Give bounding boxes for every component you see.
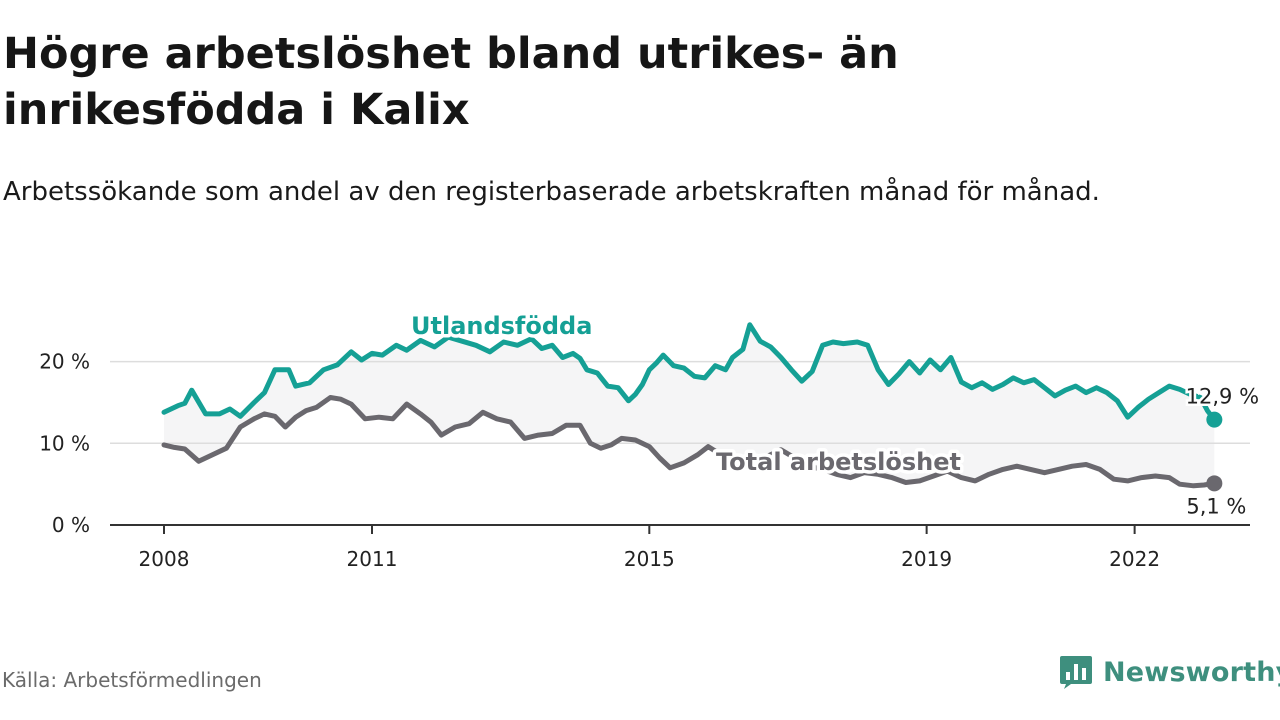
chart-title: Högre arbetslöshet bland utrikes- än inr… xyxy=(3,29,899,135)
series-line-total xyxy=(161,395,1217,489)
end-marker-total xyxy=(1206,475,1223,492)
series-label-utlandsfodda: Utlandsfödda xyxy=(411,312,592,340)
y-tick-label: 10 % xyxy=(39,431,90,455)
line-chart: 0 % 10 % 20 % 2008 2011 2015 2019 2022 Utlands… xyxy=(39,309,1262,572)
end-value-label-total: 5,1 % xyxy=(1186,494,1246,518)
series-line-foreign xyxy=(161,322,1217,423)
x-tick-label: 2019 xyxy=(901,547,952,571)
brand-name: Newsworthy xyxy=(1103,656,1280,688)
end-marker-foreign xyxy=(1206,411,1223,428)
series-label-total: Total arbetslöshet xyxy=(716,448,961,476)
series-lines xyxy=(161,322,1223,492)
x-tick-label: 2011 xyxy=(347,547,398,571)
series-labels: Utlandsfödda Total arbetslöshet 12,9 % 5,1 … xyxy=(408,309,1262,521)
newsworthy-logo-icon xyxy=(1060,656,1092,689)
brand-logo: Newsworthy xyxy=(1059,652,1280,692)
end-value-label-utlandsfodda: 12,9 % xyxy=(1186,385,1259,409)
y-axis-ticks: 0 % 10 % 20 % xyxy=(39,350,90,537)
source-note: Källa: Arbetsförmedlingen xyxy=(2,668,262,692)
gridlines xyxy=(110,360,1250,445)
x-tick-label: 2008 xyxy=(139,547,190,571)
x-axis-ticks: 2008 2011 2015 2019 2022 xyxy=(139,525,1160,571)
y-tick-label: 20 % xyxy=(39,350,90,374)
chart-subtitle: Arbetssökande som andel av den registerb… xyxy=(3,177,1100,207)
y-tick-label: 0 % xyxy=(52,513,90,537)
x-tick-label: 2022 xyxy=(1109,547,1160,571)
x-tick-label: 2015 xyxy=(624,547,675,571)
